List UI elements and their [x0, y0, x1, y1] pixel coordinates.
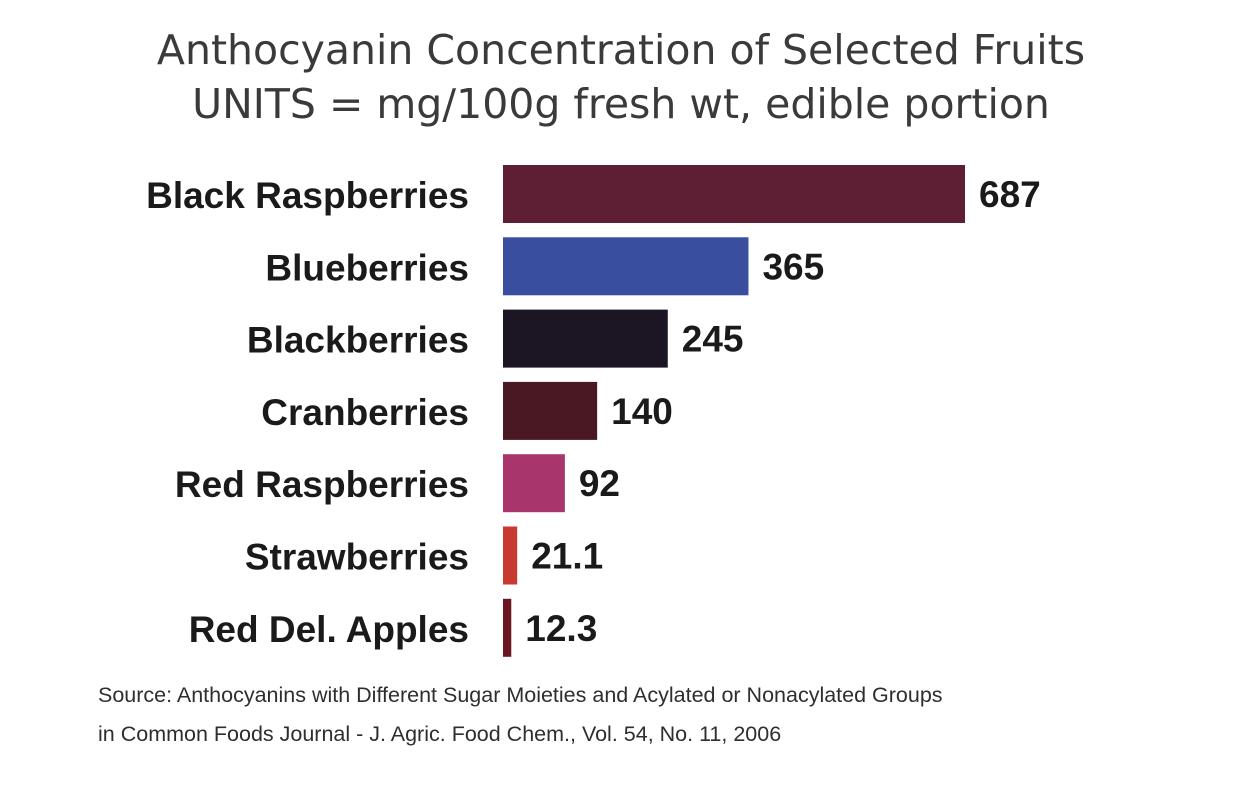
category-label: Strawberries	[245, 537, 469, 578]
category-label: Red Raspberries	[175, 464, 469, 505]
chart-title: Anthocyanin Concentration of Selected Fr…	[156, 26, 1086, 74]
category-label: Blackberries	[247, 320, 469, 361]
value-label: 92	[579, 463, 620, 504]
source-citation-line-2: in Common Foods Journal - J. Agric. Food…	[98, 722, 782, 746]
bar	[503, 454, 565, 513]
category-label: Cranberries	[261, 392, 469, 433]
category-label: Red Del. Apples	[189, 609, 469, 650]
category-label: Black Raspberries	[146, 175, 469, 216]
value-label: 687	[979, 174, 1041, 215]
value-label: 245	[682, 319, 744, 360]
bar	[503, 237, 749, 296]
bar	[503, 598, 512, 657]
value-label: 21.1	[531, 536, 603, 577]
value-label: 12.3	[525, 608, 597, 649]
category-label: Blueberries	[265, 247, 469, 288]
source-citation-line-1: Source: Anthocyanins with Different Suga…	[98, 683, 943, 707]
value-label: 365	[762, 246, 824, 287]
value-label: 140	[611, 391, 673, 432]
chart-subtitle: UNITS = mg/100g fresh wt, edible portion	[192, 80, 1050, 128]
bar	[503, 165, 965, 223]
bar	[503, 309, 668, 368]
bar	[503, 381, 598, 440]
bar	[503, 526, 518, 585]
